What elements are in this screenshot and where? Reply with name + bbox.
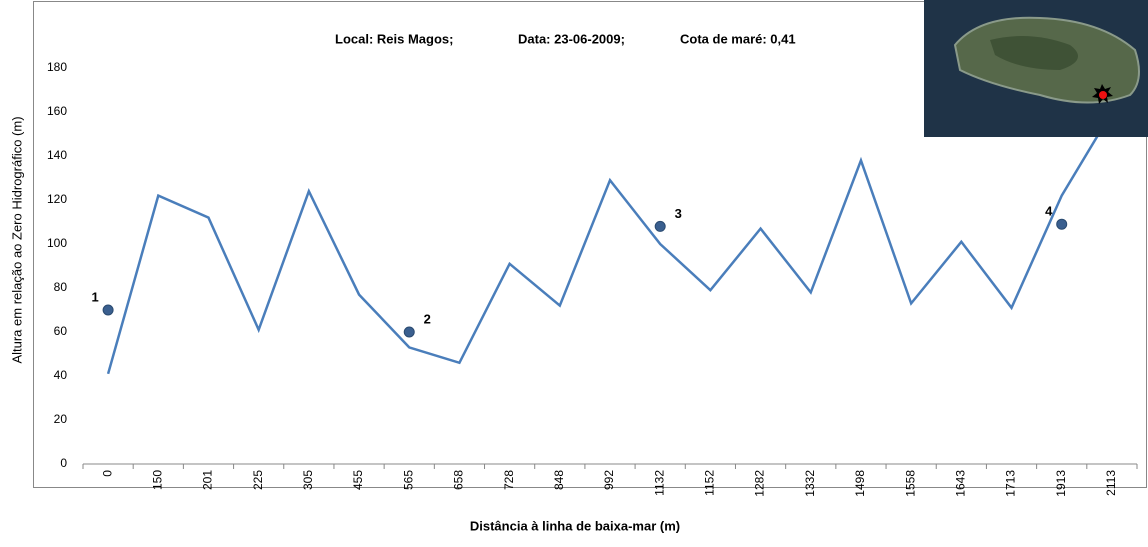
title-location: Local: Reis Magos; [335,31,453,46]
x-tick-label: 150 [150,470,164,490]
y-tick-label: 80 [54,280,68,294]
page: {"chart_data":{"type":"line", "title_par… [0,0,1148,542]
y-tick-label: 120 [47,192,67,206]
x-tick-label: 1152 [703,470,717,496]
y-tick-label: 160 [47,104,67,118]
y-tick-label: 60 [54,324,68,338]
x-tick-label: 1558 [903,470,917,497]
y-tick-label: 0 [60,456,67,470]
marker-label: 1 [91,289,98,304]
marker-point [404,327,414,337]
map-location [1099,91,1107,99]
x-tick-label: 1913 [1054,470,1068,497]
x-tick-label: 658 [452,470,466,490]
x-tick-label: 1132 [652,470,666,496]
y-axis-title: Altura em relação ao Zero Hidrográfico (… [9,116,24,363]
x-tick-label: 1713 [1004,470,1018,497]
marker-label: 4 [1045,204,1053,219]
marker-label: 3 [675,206,682,221]
x-tick-label: 1498 [853,470,867,497]
y-tick-label: 140 [47,148,67,162]
x-tick-label: 455 [351,470,365,490]
inset-map [924,0,1148,137]
x-axis-title: Distância à linha de baixa-mar (m) [470,518,680,533]
x-tick-label: 2113 [1104,470,1118,496]
x-tick-label: 1643 [954,470,968,497]
x-tick-label: 848 [552,470,566,490]
title-date: Data: 23-06-2009; [518,31,625,46]
y-tick-label: 40 [54,368,68,382]
x-tick-label: 305 [301,470,315,490]
marker-label: 2 [424,311,431,326]
marker-point [103,305,113,315]
title-tide: Cota de maré: 0,41 [680,31,796,46]
y-tick-label: 100 [47,236,67,250]
y-tick-label: 20 [54,412,68,426]
x-tick-label: 201 [201,470,215,490]
x-tick-label: 1332 [803,470,817,497]
x-tick-label: 1282 [753,470,767,497]
y-tick-label: 180 [47,60,67,74]
x-tick-label: 992 [602,470,616,490]
x-tick-label: 225 [251,470,265,490]
x-tick-label: 0 [100,470,114,477]
x-tick-label: 728 [502,470,516,490]
chart: Local: Reis Magos; Data: 23-06-2009; Cot… [0,0,1148,542]
marker-point [655,221,665,231]
x-tick-label: 565 [401,470,415,490]
marker-point [1057,219,1067,229]
